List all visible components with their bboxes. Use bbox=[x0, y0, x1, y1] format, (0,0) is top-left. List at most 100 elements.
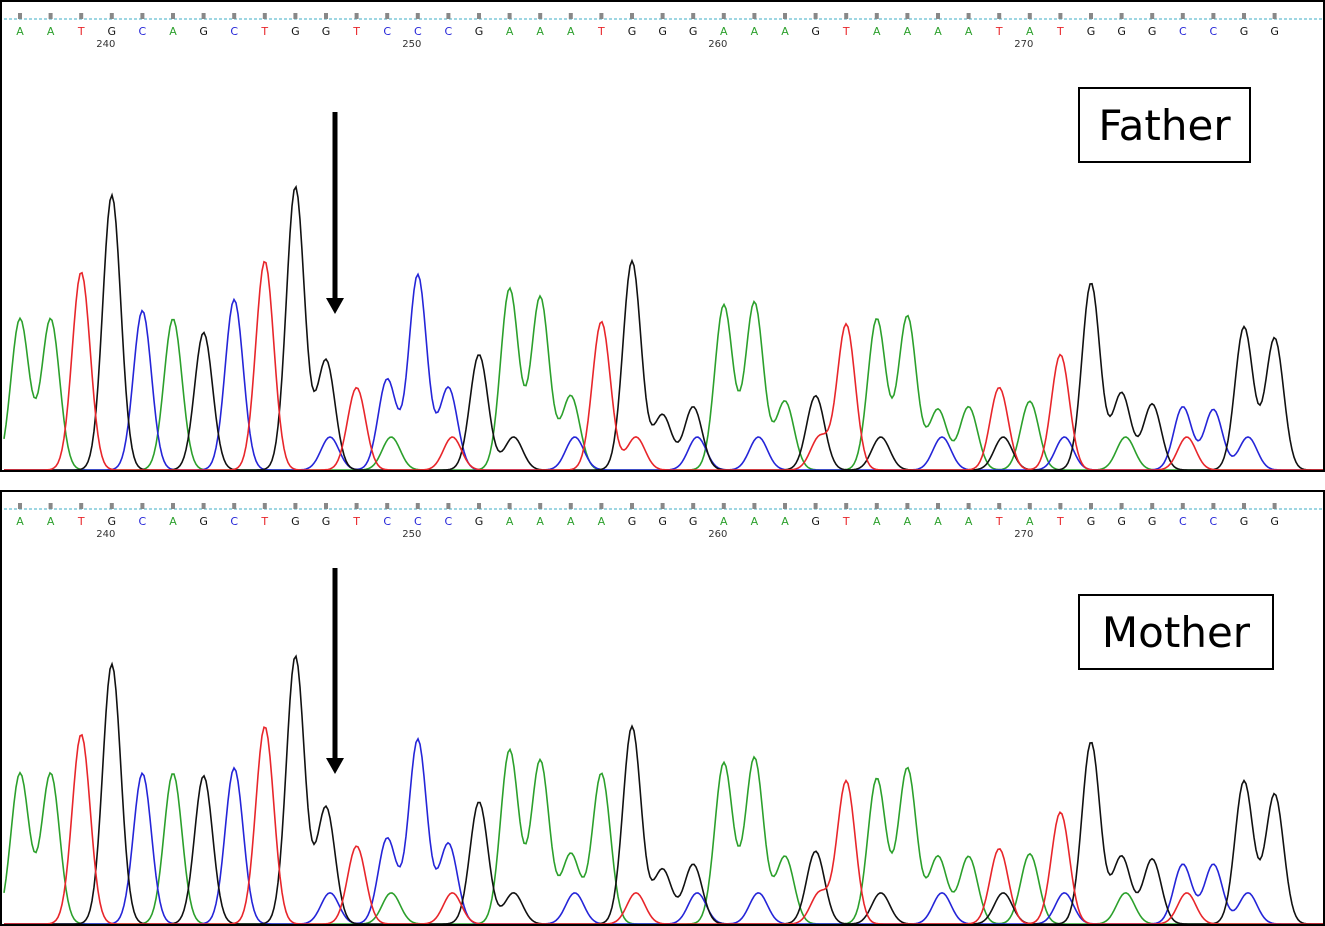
base-call: G bbox=[322, 25, 331, 38]
base-tick bbox=[262, 503, 267, 509]
base-tick bbox=[966, 13, 971, 19]
base-tick bbox=[936, 13, 940, 19]
base-tick bbox=[1058, 13, 1063, 19]
base-tick bbox=[354, 503, 359, 509]
base-call: A bbox=[720, 25, 728, 38]
base-call: A bbox=[16, 515, 24, 528]
base-call: G bbox=[689, 25, 698, 38]
base-call: G bbox=[1270, 25, 1279, 38]
base-tick bbox=[1180, 13, 1185, 19]
base-tick bbox=[201, 503, 206, 509]
base-tick bbox=[140, 503, 145, 509]
base-call: A bbox=[169, 25, 177, 38]
trace-C bbox=[4, 272, 1323, 470]
arrow-head-icon bbox=[326, 298, 344, 314]
base-tick bbox=[966, 503, 971, 509]
base-tick bbox=[1119, 503, 1124, 509]
base-tick bbox=[660, 13, 665, 19]
base-call: C bbox=[1179, 515, 1187, 528]
position-marker: 270 bbox=[1014, 39, 1033, 50]
base-tick bbox=[477, 13, 481, 19]
base-tick bbox=[721, 503, 726, 509]
base-tick bbox=[783, 503, 787, 509]
base-tick bbox=[630, 13, 634, 19]
base-call: G bbox=[628, 515, 637, 528]
base-call: G bbox=[1270, 515, 1279, 528]
base-tick bbox=[477, 503, 481, 509]
base-tick bbox=[905, 13, 910, 19]
base-call: C bbox=[445, 25, 453, 38]
base-call: G bbox=[291, 25, 300, 38]
base-call: G bbox=[1148, 25, 1157, 38]
base-call: C bbox=[230, 25, 238, 38]
base-call: A bbox=[598, 515, 606, 528]
base-call: T bbox=[1056, 515, 1064, 528]
base-tick bbox=[1150, 503, 1155, 509]
base-call: A bbox=[751, 515, 759, 528]
base-tick bbox=[18, 503, 22, 509]
base-tick bbox=[691, 13, 696, 19]
base-call: A bbox=[934, 25, 942, 38]
base-call: A bbox=[567, 515, 575, 528]
base-call: A bbox=[904, 515, 912, 528]
base-call: G bbox=[658, 515, 667, 528]
position-marker: 250 bbox=[402, 529, 421, 540]
trace-T bbox=[4, 726, 1323, 924]
base-tick bbox=[813, 503, 818, 509]
base-call: G bbox=[1148, 515, 1157, 528]
base-tick bbox=[721, 13, 726, 19]
base-tick bbox=[1027, 503, 1032, 509]
base-call: G bbox=[199, 515, 208, 528]
base-call: G bbox=[475, 515, 484, 528]
base-call: G bbox=[1087, 515, 1096, 528]
base-tick bbox=[171, 503, 175, 509]
base-tick bbox=[874, 503, 879, 509]
base-call: A bbox=[16, 25, 24, 38]
base-tick bbox=[48, 13, 53, 19]
trace-A bbox=[3, 747, 1323, 924]
base-call: C bbox=[414, 25, 422, 38]
base-call: A bbox=[47, 515, 55, 528]
base-tick bbox=[293, 503, 298, 509]
position-marker: 250 bbox=[402, 39, 421, 50]
base-tick bbox=[385, 13, 390, 19]
base-tick bbox=[874, 13, 879, 19]
base-tick bbox=[599, 13, 604, 19]
base-tick bbox=[415, 13, 420, 19]
base-tick bbox=[109, 503, 114, 509]
base-call: T bbox=[842, 515, 850, 528]
base-call: A bbox=[751, 25, 759, 38]
base-call: T bbox=[260, 25, 268, 38]
base-call: C bbox=[1179, 25, 1187, 38]
base-tick bbox=[752, 13, 757, 19]
base-call: G bbox=[108, 25, 117, 38]
base-tick bbox=[1119, 13, 1124, 19]
base-tick bbox=[813, 13, 818, 19]
base-tick bbox=[1272, 13, 1277, 19]
base-tick bbox=[48, 503, 53, 509]
base-tick bbox=[1272, 503, 1277, 509]
base-call: G bbox=[1240, 25, 1249, 38]
base-tick bbox=[599, 503, 604, 509]
base-call: T bbox=[77, 25, 85, 38]
base-call: T bbox=[352, 515, 360, 528]
base-call: C bbox=[1210, 25, 1218, 38]
base-call: A bbox=[169, 515, 177, 528]
base-call: C bbox=[139, 25, 147, 38]
base-tick bbox=[568, 13, 573, 19]
base-tick bbox=[936, 503, 940, 509]
father-label: Father bbox=[1078, 87, 1251, 163]
base-call: A bbox=[965, 515, 973, 528]
base-call: G bbox=[108, 515, 117, 528]
base-tick bbox=[1242, 13, 1246, 19]
trace-A bbox=[3, 286, 1323, 470]
trace-G bbox=[4, 184, 1323, 470]
base-call: A bbox=[873, 515, 881, 528]
base-call: C bbox=[414, 515, 422, 528]
base-call: T bbox=[842, 25, 850, 38]
base-call: C bbox=[1210, 515, 1218, 528]
base-call: G bbox=[658, 25, 667, 38]
base-call: C bbox=[445, 515, 453, 528]
mother-label: Mother bbox=[1078, 594, 1274, 670]
base-call: A bbox=[506, 515, 514, 528]
